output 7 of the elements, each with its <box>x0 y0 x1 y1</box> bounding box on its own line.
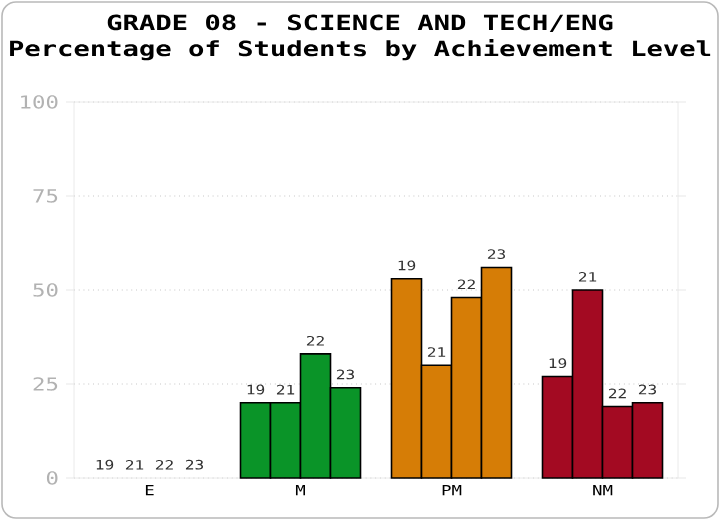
y-tick-label: 25 <box>33 377 58 391</box>
chart-subtitle: Percentage of Students by Achievement Level <box>10 39 711 61</box>
chart-title: GRADE 08 - SCIENCE AND TECH/ENG <box>107 14 613 32</box>
y-tick-label: 0 <box>46 471 58 485</box>
y-tick-label: 100 <box>21 95 58 109</box>
y-tick-label: 50 <box>33 283 58 297</box>
y-tick-label: 75 <box>33 189 58 203</box>
